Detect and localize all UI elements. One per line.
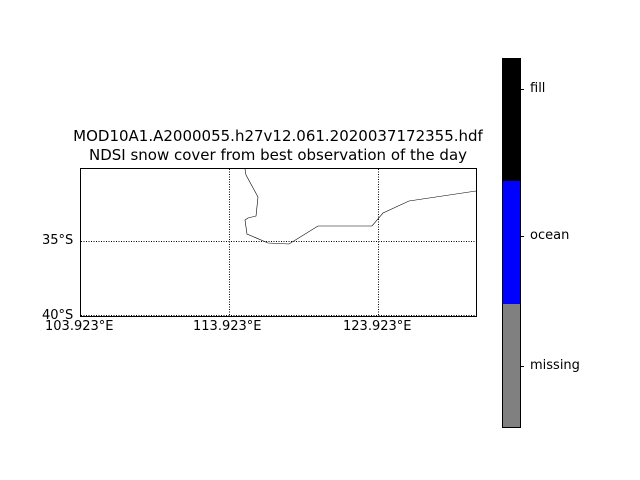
map-title-line1: MOD10A1.A2000055.h27v12.061.202003717235… [73,127,483,145]
lon-label-0: 103.923°E [45,319,114,334]
colorbar [502,58,524,428]
lon-label-2: 123.923°E [343,319,412,334]
map-title-line2: NDSI snow cover from best observation of… [88,146,468,164]
colorbar-label-missing: missing [530,358,580,373]
colorbar-segment-ocean [502,181,520,304]
lat-label-35s: 35°S [42,233,74,248]
colorbar-segment-fill [502,58,520,181]
colorbar-frame [502,58,521,428]
colorbar-label-ocean: ocean [530,228,570,243]
colorbar-segment-missing [502,304,520,427]
map-frame [80,168,477,317]
colorbar-label-fill: fill [530,81,546,96]
lon-label-1: 113.923°E [193,319,262,334]
coastline [244,168,477,245]
lat-label-40s: 40°S [42,308,74,323]
